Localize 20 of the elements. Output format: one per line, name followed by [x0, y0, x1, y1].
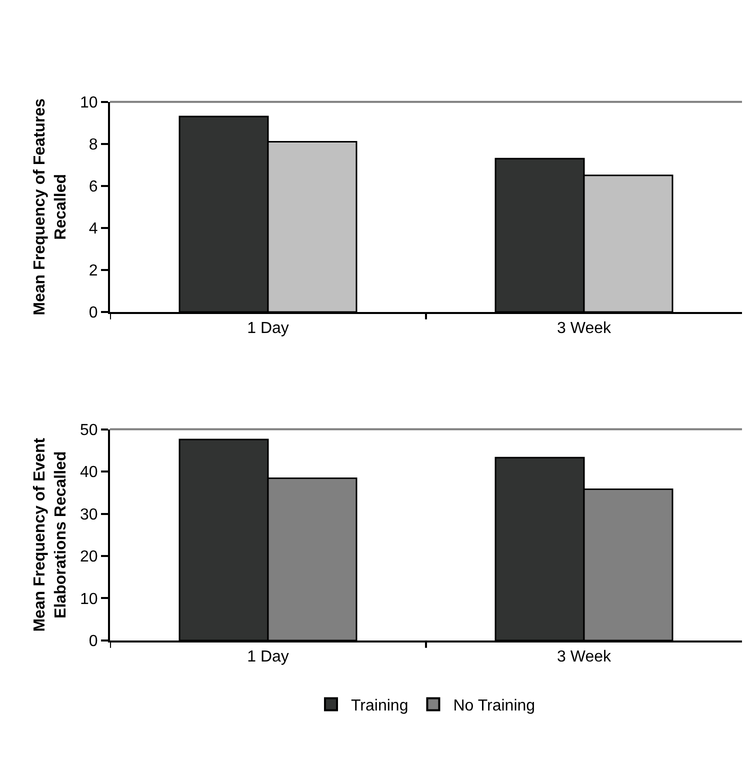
y-tick-label: 6: [88, 178, 98, 196]
x-tick-label: 1 Day: [247, 320, 289, 338]
y-tick-label: 0: [88, 633, 98, 650]
y-tick-label: 8: [88, 136, 98, 154]
y-tick-label: 50: [80, 422, 98, 439]
x-tick-label: 1 Day: [247, 648, 289, 666]
y-tick-label: 10: [80, 94, 98, 112]
y-axis-title: Mean Frequency of Features Recalled: [32, 98, 70, 316]
y-tick-label: 10: [80, 590, 98, 608]
y-tick-label: 2: [88, 262, 98, 280]
y-tick-label: 30: [80, 506, 98, 524]
y-tick-label: 0: [88, 304, 98, 322]
y-tick-label: 4: [88, 220, 98, 238]
x-tick-label: 3 Week: [557, 648, 612, 666]
y-tick-label: 20: [80, 548, 98, 566]
legend-label: No Training: [453, 698, 536, 715]
y-axis-title: Mean Frequency of Event Elaborations Recalled: [32, 437, 70, 632]
x-tick-label: 3 Week: [557, 320, 612, 338]
legend-label: Training: [351, 698, 408, 715]
y-tick-label: 40: [80, 464, 98, 482]
